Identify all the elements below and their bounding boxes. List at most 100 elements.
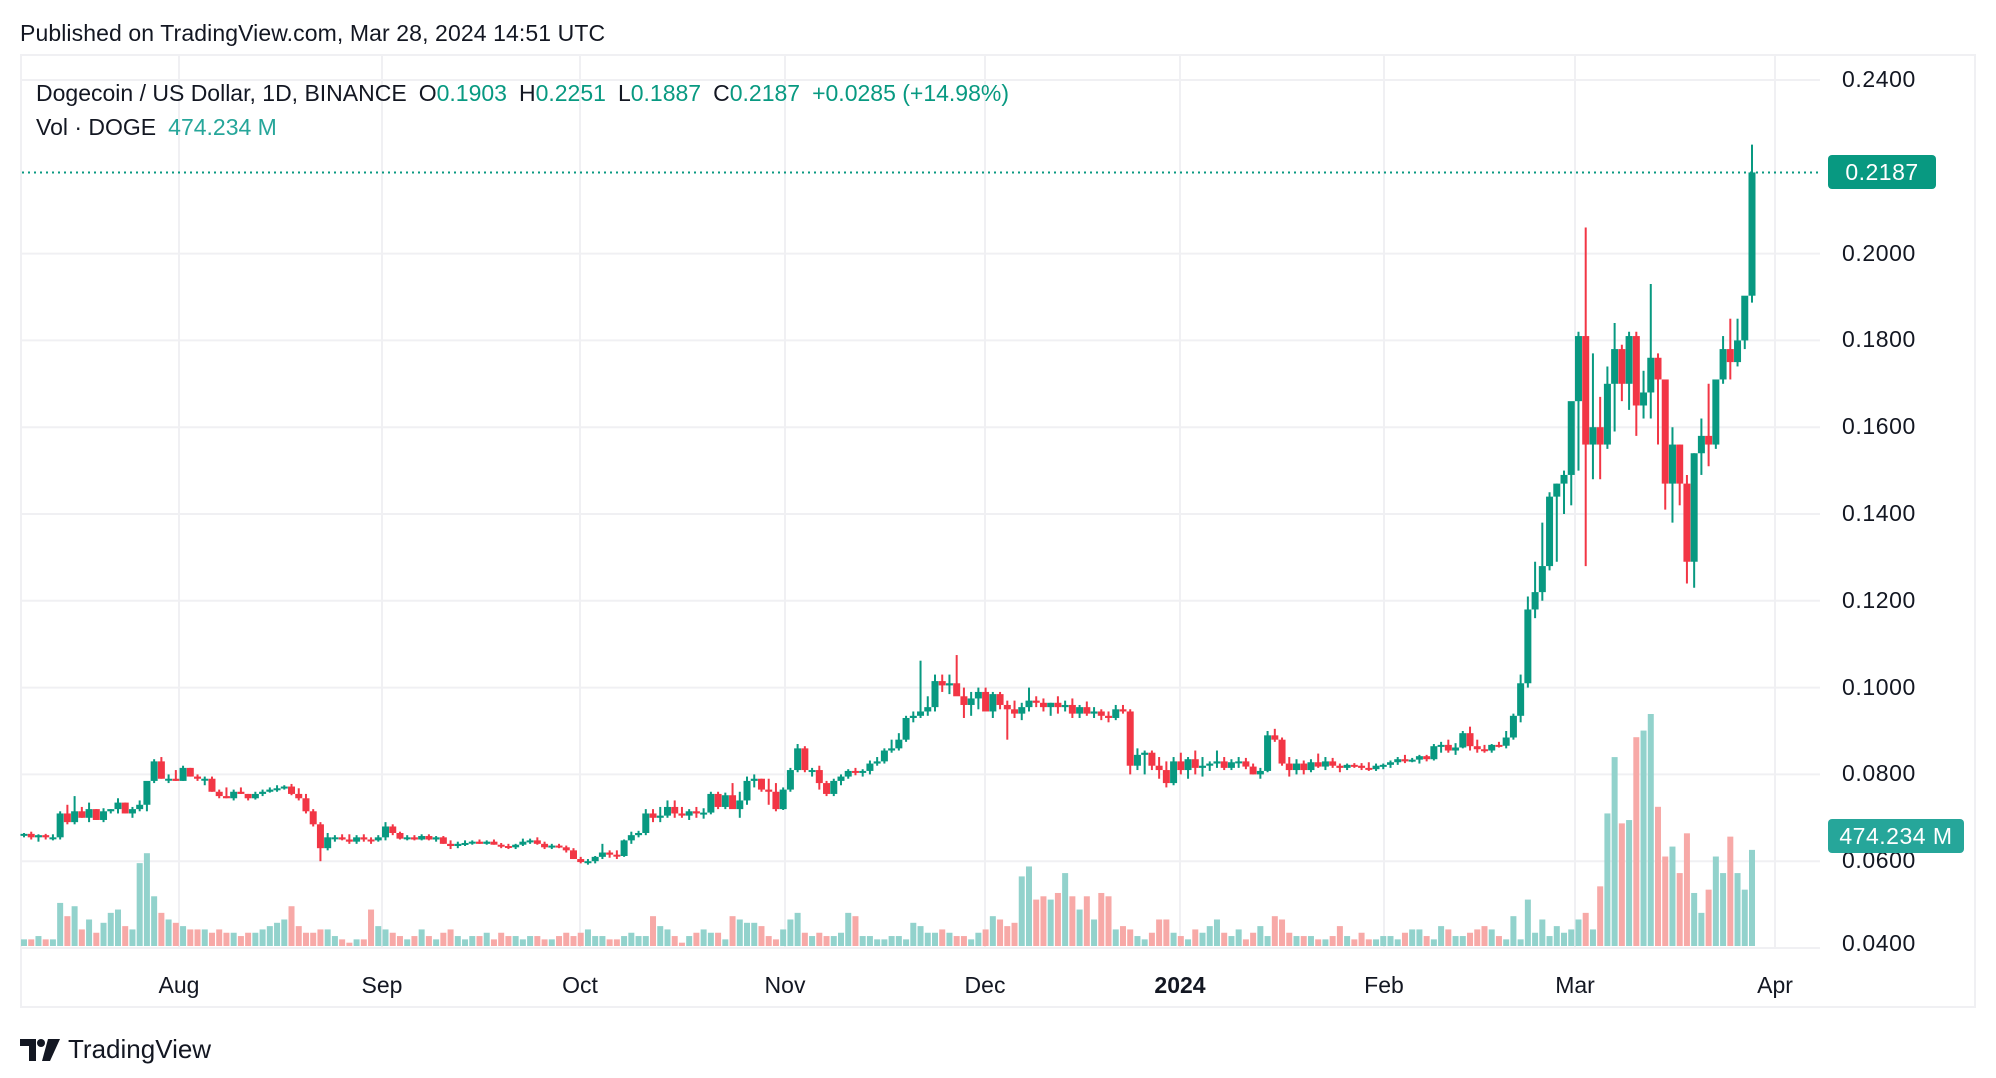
candle: [895, 739, 903, 749]
candle: [844, 770, 852, 777]
candle: [1488, 744, 1496, 751]
volume-bar: [1213, 919, 1220, 946]
candle: [1003, 704, 1011, 710]
candle: [1372, 765, 1380, 770]
candle: [714, 793, 722, 807]
candle: [1726, 349, 1734, 363]
volume-bar: [939, 929, 946, 946]
open-label: O: [418, 80, 437, 106]
volume-bar: [758, 926, 765, 946]
legend-volume-row: Vol · DOGE 474.234 M: [36, 110, 1009, 144]
volume-bar: [671, 936, 678, 946]
volume-bar: [143, 853, 150, 946]
candle: [172, 778, 180, 781]
high-value: 0.2251: [535, 80, 606, 106]
volume-bar: [1185, 939, 1192, 946]
volume-bar: [982, 929, 989, 946]
candle: [42, 835, 50, 838]
candle: [613, 854, 621, 857]
volume-bar: [1112, 929, 1119, 946]
candle: [692, 811, 700, 814]
volume-bar: [888, 936, 895, 946]
volume-bar: [780, 929, 787, 946]
candle: [1090, 711, 1098, 714]
candle: [1083, 707, 1091, 714]
candle: [996, 694, 1004, 705]
volume-label[interactable]: Vol · DOGE: [36, 114, 157, 140]
candle: [78, 811, 86, 818]
volume-bar: [1452, 936, 1459, 946]
volume-bar: [440, 932, 447, 946]
candle: [1032, 700, 1040, 703]
volume-bar: [1307, 936, 1314, 946]
volume-bar: [1083, 896, 1090, 946]
tradingview-logo[interactable]: TradingView: [20, 1034, 211, 1065]
candle: [316, 824, 324, 849]
volume-bar: [693, 932, 700, 946]
candle: [201, 778, 209, 781]
price-tick: 0.1000: [1842, 673, 1916, 700]
candle: [743, 780, 751, 801]
volume-bar: [1098, 892, 1105, 946]
candle: [577, 859, 585, 863]
volume-bar: [613, 939, 620, 946]
candle: [772, 791, 780, 810]
volume-bar: [433, 939, 440, 946]
volume-bar: [751, 922, 758, 946]
candle: [34, 835, 42, 838]
volume-bar: [1698, 912, 1705, 946]
volume-bar: [1416, 929, 1423, 946]
candle: [909, 715, 917, 718]
candle: [1293, 763, 1301, 771]
last-volume-tag: 474.234 M: [1828, 819, 1964, 853]
volume-bar: [1691, 892, 1698, 946]
volume-bar: [1062, 873, 1069, 946]
candle: [186, 767, 194, 777]
candle: [584, 861, 592, 864]
candle: [1430, 746, 1438, 760]
candle: [20, 833, 28, 836]
candle: [425, 836, 433, 840]
volume-bar: [917, 926, 924, 946]
candle: [519, 841, 527, 845]
candle: [121, 802, 129, 814]
candle: [873, 761, 881, 764]
time-tick: Apr: [1757, 972, 1793, 998]
price-tick: 0.0800: [1842, 760, 1916, 787]
volume-bar: [1741, 889, 1748, 946]
candle: [1314, 762, 1322, 767]
volume-bar: [411, 936, 418, 946]
volume-bar: [1105, 896, 1112, 946]
candle: [1697, 435, 1705, 454]
candle: [1676, 444, 1684, 484]
close-label: C: [713, 80, 730, 106]
volume-bar: [1365, 939, 1372, 946]
volume-bar: [180, 926, 187, 946]
candle: [100, 811, 108, 820]
candle: [1162, 770, 1170, 784]
volume-bar: [404, 939, 411, 946]
volume-bar: [1568, 929, 1575, 946]
candle: [237, 791, 245, 794]
volume-bar: [1423, 936, 1430, 946]
volume-bar: [852, 916, 859, 946]
candle: [541, 843, 549, 848]
candle: [1242, 761, 1250, 767]
candle: [1285, 763, 1293, 771]
candle: [1582, 336, 1590, 445]
candle: [823, 783, 831, 794]
candle: [635, 832, 643, 836]
chart-frame[interactable]: [20, 54, 1976, 1008]
volume-bar: [223, 932, 230, 946]
volume-bar: [534, 936, 541, 946]
volume-bar: [259, 929, 266, 946]
candle: [251, 793, 259, 799]
symbol-label[interactable]: Dogecoin / US Dollar, 1D, BINANCE: [36, 80, 407, 106]
volume-bar: [1293, 936, 1300, 946]
volume-bar: [1633, 737, 1640, 946]
candle: [627, 835, 635, 841]
time-tick: Sep: [361, 972, 403, 998]
candle: [1329, 761, 1337, 766]
candle: [49, 837, 57, 840]
